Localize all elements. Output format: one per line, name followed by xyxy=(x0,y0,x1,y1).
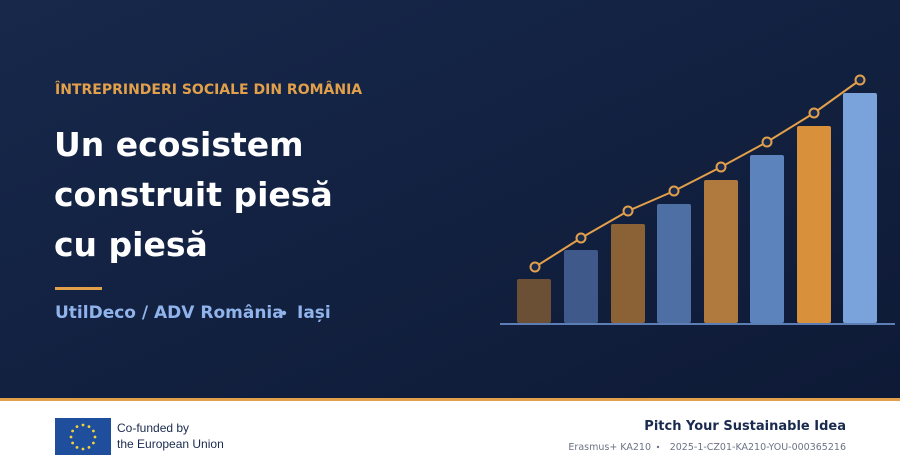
title-line: cu piesă xyxy=(54,225,208,264)
accent-line xyxy=(55,287,102,290)
illustration-bar xyxy=(517,279,551,323)
grant-id: 2025-1-CZ01-KA210-YOU-000365216 xyxy=(670,442,846,453)
title-line: Un ecosistem xyxy=(54,125,304,164)
eu-flag xyxy=(55,418,111,455)
footer-background xyxy=(0,401,900,473)
illustration xyxy=(500,74,895,325)
divider xyxy=(0,398,900,401)
eu-text: Co-funded by xyxy=(117,421,189,435)
program: Erasmus+ KA210 xyxy=(568,442,651,453)
illustration-bar xyxy=(843,93,877,323)
illustration-bar xyxy=(797,126,831,323)
illustration-bar xyxy=(750,155,784,323)
separator-dot xyxy=(281,310,287,316)
illustration-bar xyxy=(611,224,645,323)
title-line: construit piesă xyxy=(54,175,333,214)
separator-dot xyxy=(656,445,660,449)
kicker: ÎNTREPRINDERI SOCIALE DIN ROMÂNIA xyxy=(55,81,362,98)
illustration-bar xyxy=(704,180,738,323)
location: Iași xyxy=(297,303,331,323)
illustration-bar xyxy=(657,204,691,323)
project-name: Pitch Your Sustainable Idea xyxy=(644,419,846,434)
illustration-points xyxy=(529,74,866,273)
illustration-bar xyxy=(564,250,598,323)
illustration-trend xyxy=(534,79,861,268)
eu-text: the European Union xyxy=(117,437,224,451)
byline: UtilDeco / ADV România xyxy=(55,303,284,323)
